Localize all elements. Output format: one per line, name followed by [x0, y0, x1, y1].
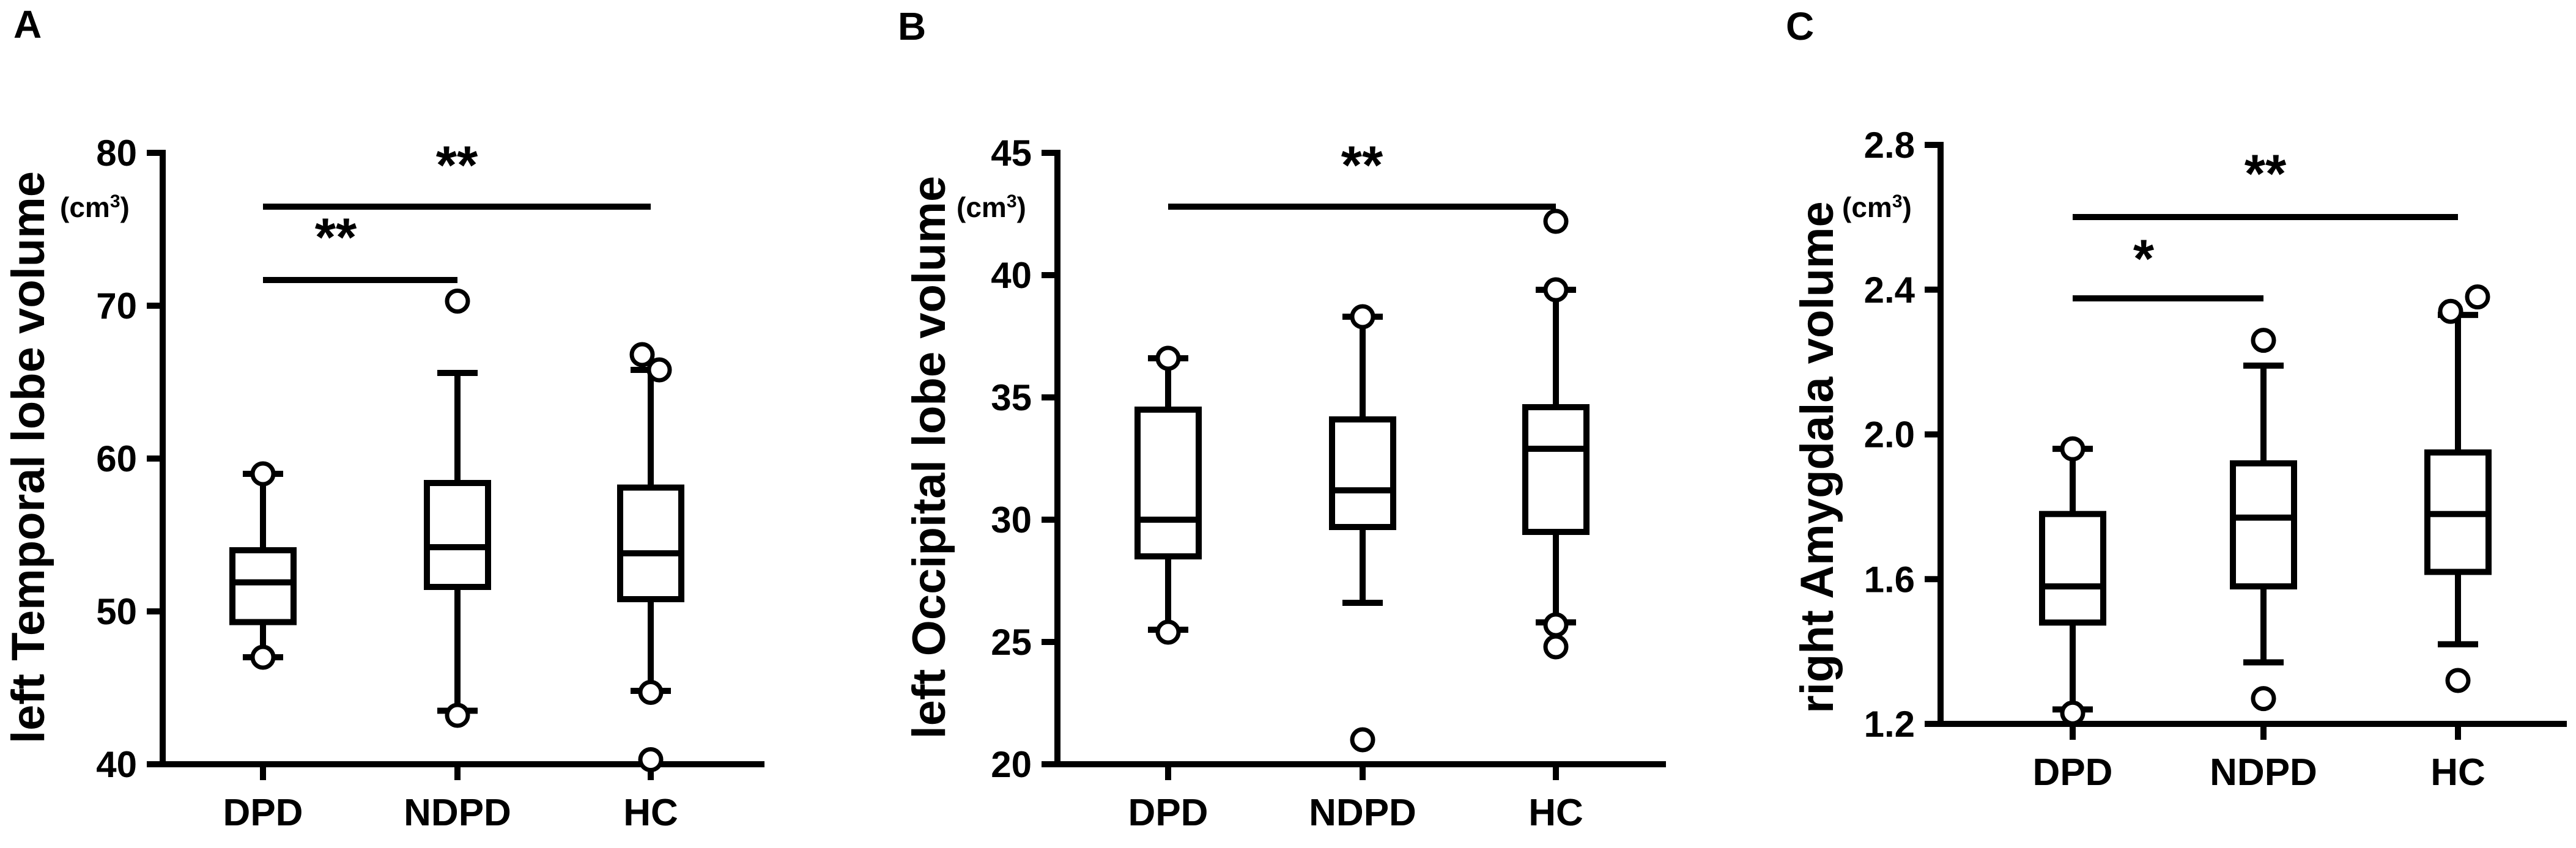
unit-label: (cm3) — [60, 191, 130, 223]
outlier-point — [646, 357, 672, 383]
category-label-ndpd: NDPD — [1309, 792, 1416, 834]
y-tick-label: 45 — [991, 133, 1032, 174]
outlier-point — [445, 289, 470, 314]
box-hc — [2424, 284, 2492, 693]
unit-label: (cm3) — [1842, 191, 1912, 223]
outlier-point — [638, 680, 664, 705]
outlier-point — [2251, 686, 2276, 712]
significance-label: ** — [2245, 143, 2287, 204]
outlier-point — [2060, 436, 2086, 462]
y-tick-label: 80 — [96, 133, 137, 174]
outlier-point — [629, 342, 655, 367]
outlier-point — [1155, 619, 1181, 645]
y-axis-label: left Temporal lobe volume — [2, 171, 54, 743]
y-tick-label: 20 — [991, 744, 1032, 785]
category-label-hc: HC — [623, 792, 678, 834]
outlier-point — [250, 644, 276, 670]
box-ndpd — [424, 289, 491, 728]
category-label-dpd: DPD — [2033, 751, 2113, 794]
outlier-point — [2465, 284, 2490, 310]
significance-label: ** — [436, 135, 478, 195]
y-axis-label: left Occipital lobe volume — [903, 176, 955, 739]
outlier-point — [2438, 298, 2463, 324]
panel-letter: B — [898, 4, 926, 48]
iqr-box — [2039, 511, 2106, 626]
category-label-ndpd: NDPD — [404, 792, 511, 834]
category-label-hc: HC — [1528, 792, 1583, 834]
outlier-point — [250, 461, 276, 487]
y-tick-label: 2.4 — [1864, 270, 1915, 311]
outlier-point — [638, 747, 664, 772]
y-tick-label: 60 — [96, 438, 137, 479]
iqr-box — [617, 484, 684, 602]
outlier-point — [1543, 208, 1569, 234]
box-hc — [1522, 208, 1590, 660]
outlier-point — [1543, 634, 1569, 660]
iqr-box — [424, 480, 491, 590]
box-dpd — [2039, 436, 2106, 726]
y-tick-label: 40 — [96, 744, 137, 785]
y-tick-label: 50 — [96, 591, 137, 632]
unit-label: (cm3) — [957, 191, 1026, 223]
y-tick-label: 70 — [96, 286, 137, 326]
outlier-point — [1543, 277, 1569, 303]
outlier-point — [1543, 612, 1569, 638]
iqr-box — [1329, 416, 1396, 530]
outlier-point — [445, 702, 470, 728]
iqr-box — [1522, 404, 1590, 535]
category-label-dpd: DPD — [223, 792, 303, 834]
box-ndpd — [2230, 328, 2297, 712]
panel-letter: C — [1786, 4, 1814, 48]
significance-label: ** — [1341, 135, 1383, 195]
box-ndpd — [1329, 304, 1396, 753]
iqr-box — [1134, 407, 1202, 559]
y-tick-label: 1.6 — [1864, 559, 1915, 600]
outlier-point — [1350, 304, 1375, 330]
y-tick-label: 1.2 — [1864, 704, 1915, 745]
box-hc — [617, 342, 684, 772]
y-tick-label: 40 — [991, 255, 1032, 296]
y-tick-label: 25 — [991, 622, 1032, 663]
box-dpd — [229, 461, 297, 670]
y-tick-label: 2.0 — [1864, 415, 1915, 455]
outlier-point — [2445, 668, 2471, 693]
outlier-point — [1155, 345, 1181, 371]
category-label-hc: HC — [2430, 751, 2485, 794]
outlier-point — [2060, 700, 2086, 726]
y-axis-label: right Amygdala volume — [1791, 201, 1843, 713]
significance-label: * — [2133, 228, 2155, 289]
y-tick-label: 35 — [991, 377, 1032, 418]
significance-label: ** — [315, 207, 357, 267]
panel-letter: A — [13, 2, 42, 46]
box-dpd — [1134, 345, 1202, 645]
outlier-point — [1350, 727, 1375, 753]
category-label-dpd: DPD — [1128, 792, 1208, 834]
y-tick-label: 2.8 — [1864, 125, 1915, 166]
y-tick-label: 30 — [991, 500, 1032, 540]
iqr-box — [229, 547, 297, 625]
category-label-ndpd: NDPD — [2210, 751, 2317, 794]
outlier-point — [2251, 328, 2276, 353]
iqr-box — [2230, 460, 2297, 590]
